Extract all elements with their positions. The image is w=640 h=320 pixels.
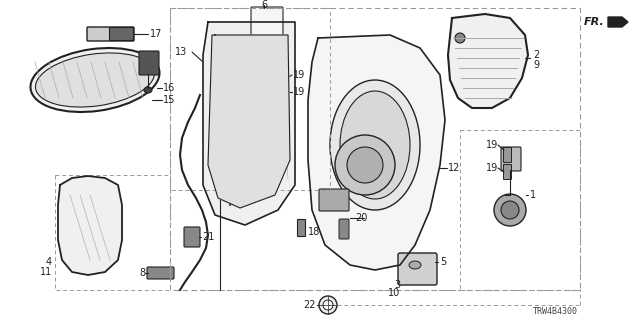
Ellipse shape <box>409 261 421 269</box>
Text: 15: 15 <box>163 95 175 105</box>
Text: 10: 10 <box>388 288 400 298</box>
FancyBboxPatch shape <box>319 189 349 211</box>
Ellipse shape <box>35 53 154 107</box>
FancyBboxPatch shape <box>501 147 521 171</box>
FancyBboxPatch shape <box>139 51 159 75</box>
Polygon shape <box>608 17 628 27</box>
FancyBboxPatch shape <box>257 74 281 92</box>
Ellipse shape <box>340 91 410 199</box>
Text: 4: 4 <box>46 257 52 267</box>
Text: 17: 17 <box>150 29 163 39</box>
Text: 12: 12 <box>448 163 460 173</box>
Text: 5: 5 <box>440 257 446 267</box>
Text: 2: 2 <box>533 50 540 60</box>
Text: 19: 19 <box>486 140 498 150</box>
Circle shape <box>335 135 395 195</box>
FancyBboxPatch shape <box>298 220 305 236</box>
Text: 22: 22 <box>303 300 316 310</box>
FancyBboxPatch shape <box>147 267 174 279</box>
FancyBboxPatch shape <box>251 134 267 154</box>
Text: 14: 14 <box>210 170 222 180</box>
Text: 16: 16 <box>163 83 175 93</box>
Text: FR.: FR. <box>584 17 605 27</box>
Circle shape <box>252 92 288 128</box>
FancyBboxPatch shape <box>398 253 437 285</box>
Ellipse shape <box>330 80 420 210</box>
Text: 8: 8 <box>139 268 145 278</box>
Ellipse shape <box>144 87 152 93</box>
FancyBboxPatch shape <box>251 7 283 49</box>
Text: 19: 19 <box>486 163 498 173</box>
Circle shape <box>501 201 519 219</box>
Polygon shape <box>58 176 122 275</box>
Text: 11: 11 <box>40 267 52 277</box>
FancyBboxPatch shape <box>504 148 511 163</box>
Text: 6: 6 <box>261 0 267 10</box>
Text: 13: 13 <box>175 47 188 57</box>
Text: 7: 7 <box>210 160 216 170</box>
Circle shape <box>347 147 383 183</box>
Text: 21: 21 <box>202 232 214 242</box>
FancyBboxPatch shape <box>87 27 134 41</box>
Circle shape <box>319 296 337 314</box>
Text: 9: 9 <box>533 60 539 70</box>
Polygon shape <box>208 35 290 208</box>
FancyBboxPatch shape <box>504 164 511 180</box>
Ellipse shape <box>31 48 159 112</box>
Text: 18: 18 <box>308 227 320 237</box>
Polygon shape <box>448 14 528 108</box>
Circle shape <box>494 194 526 226</box>
Text: 19: 19 <box>293 87 305 97</box>
Text: 3: 3 <box>394 280 400 290</box>
FancyBboxPatch shape <box>109 28 134 41</box>
Text: 20: 20 <box>355 213 367 223</box>
Text: 1: 1 <box>530 190 536 200</box>
FancyBboxPatch shape <box>339 219 349 239</box>
FancyBboxPatch shape <box>184 227 200 247</box>
Text: 19: 19 <box>293 70 305 80</box>
Circle shape <box>323 300 333 310</box>
Polygon shape <box>308 35 445 270</box>
Circle shape <box>260 100 280 120</box>
Text: TRW4B4300: TRW4B4300 <box>533 307 578 316</box>
Polygon shape <box>203 22 295 225</box>
Circle shape <box>455 33 465 43</box>
